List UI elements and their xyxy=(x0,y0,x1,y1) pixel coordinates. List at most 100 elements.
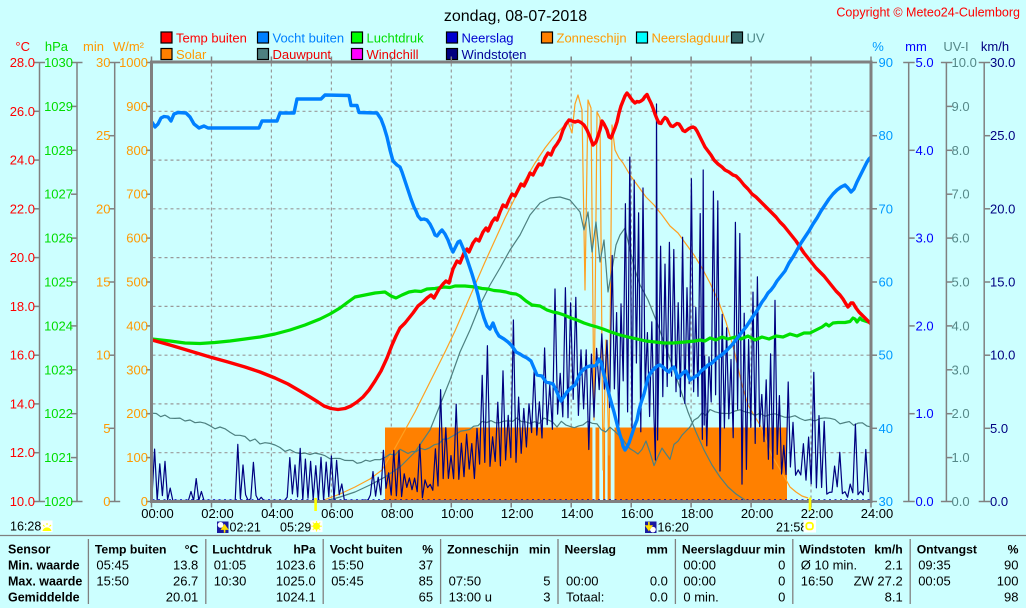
svg-text:16:28: 16:28 xyxy=(10,520,41,534)
svg-text:18:00: 18:00 xyxy=(681,506,714,521)
svg-text:10.0: 10.0 xyxy=(990,348,1015,363)
svg-text:30: 30 xyxy=(96,55,110,70)
svg-text:Windstoten: Windstoten xyxy=(799,543,865,557)
svg-text:1027: 1027 xyxy=(44,187,73,202)
svg-text:28.0: 28.0 xyxy=(10,55,35,70)
svg-text:1026: 1026 xyxy=(44,231,73,246)
svg-text:10.0: 10.0 xyxy=(952,55,977,70)
svg-text:00:00: 00:00 xyxy=(141,506,174,521)
svg-text:hPa: hPa xyxy=(45,39,69,54)
svg-text:10:00: 10:00 xyxy=(441,506,474,521)
svg-text:600: 600 xyxy=(126,231,148,246)
svg-text:Dauwpunt: Dauwpunt xyxy=(273,47,332,62)
svg-text:5: 5 xyxy=(103,421,110,436)
svg-text:4.0: 4.0 xyxy=(916,143,934,158)
svg-text:22:00: 22:00 xyxy=(801,506,834,521)
svg-text:00:05: 00:05 xyxy=(918,574,951,589)
svg-text:UV-I: UV-I xyxy=(943,39,968,54)
svg-text:5.0: 5.0 xyxy=(916,55,934,70)
svg-text:26.7: 26.7 xyxy=(173,574,198,589)
svg-text:0: 0 xyxy=(141,494,148,509)
svg-text:100: 100 xyxy=(126,450,148,465)
svg-text:16:50: 16:50 xyxy=(801,574,834,589)
svg-text:16.0: 16.0 xyxy=(10,348,35,363)
svg-text:8.0: 8.0 xyxy=(952,143,970,158)
svg-text:4.0: 4.0 xyxy=(952,318,970,333)
svg-text:km/h: km/h xyxy=(981,39,1009,54)
svg-text:01:05: 01:05 xyxy=(214,558,247,573)
svg-text:100: 100 xyxy=(997,574,1019,589)
svg-text:06:00: 06:00 xyxy=(321,506,354,521)
svg-text:1020: 1020 xyxy=(44,494,73,509)
svg-text:13.8: 13.8 xyxy=(173,558,198,573)
svg-text:14.0: 14.0 xyxy=(10,396,35,411)
svg-text:zondag, 08-07-2018: zondag, 08-07-2018 xyxy=(444,8,587,25)
svg-text:Totaal:: Totaal: xyxy=(566,590,604,605)
svg-text:500: 500 xyxy=(126,275,148,290)
svg-text:2.0: 2.0 xyxy=(952,406,970,421)
svg-text:3.0: 3.0 xyxy=(952,362,970,377)
svg-text:60: 60 xyxy=(879,275,893,290)
svg-text:W/m²: W/m² xyxy=(113,39,145,54)
svg-text:22.0: 22.0 xyxy=(10,201,35,216)
svg-text:8.1: 8.1 xyxy=(885,590,903,605)
svg-text:%: % xyxy=(422,543,433,557)
svg-text:Max. waarde: Max. waarde xyxy=(8,575,82,589)
svg-text:1.0: 1.0 xyxy=(952,450,970,465)
svg-text:3: 3 xyxy=(543,590,550,605)
svg-text:15:50: 15:50 xyxy=(331,558,364,573)
svg-text:0: 0 xyxy=(103,494,110,509)
svg-text:300: 300 xyxy=(126,362,148,377)
svg-text:20.01: 20.01 xyxy=(166,590,199,605)
svg-text:65: 65 xyxy=(419,590,433,605)
svg-text:2.0: 2.0 xyxy=(916,318,934,333)
svg-text:40: 40 xyxy=(879,421,893,436)
svg-text:1028: 1028 xyxy=(44,143,73,158)
svg-text:Min. waarde: Min. waarde xyxy=(8,559,80,573)
svg-text:Solar: Solar xyxy=(176,47,207,62)
svg-text:0.0: 0.0 xyxy=(952,494,970,509)
svg-text:20.0: 20.0 xyxy=(990,201,1015,216)
svg-text:900: 900 xyxy=(126,99,148,114)
svg-text:1023: 1023 xyxy=(44,362,73,377)
svg-text:°C: °C xyxy=(15,39,30,54)
svg-text:0.0: 0.0 xyxy=(916,494,934,509)
svg-text:5: 5 xyxy=(543,574,550,589)
svg-text:08:00: 08:00 xyxy=(381,506,414,521)
svg-text:26.0: 26.0 xyxy=(10,104,35,119)
svg-text:20: 20 xyxy=(96,201,110,216)
svg-text:15.0: 15.0 xyxy=(990,275,1015,290)
svg-text:18.0: 18.0 xyxy=(10,299,35,314)
svg-text:1024.1: 1024.1 xyxy=(276,590,316,605)
svg-text:16:00: 16:00 xyxy=(621,506,654,521)
svg-text:3.0: 3.0 xyxy=(916,231,934,246)
svg-text:0: 0 xyxy=(778,558,785,573)
svg-text:15:50: 15:50 xyxy=(96,574,129,589)
svg-text:24:00: 24:00 xyxy=(861,506,894,521)
svg-text:1024: 1024 xyxy=(44,318,73,333)
svg-text:1029: 1029 xyxy=(44,99,73,114)
svg-text:Zonneschijn: Zonneschijn xyxy=(557,31,627,46)
svg-text:mm: mm xyxy=(646,543,668,557)
svg-text:Windstoten: Windstoten xyxy=(462,47,527,62)
svg-text:04:00: 04:00 xyxy=(261,506,294,521)
svg-text:Neerslagduur: Neerslagduur xyxy=(652,31,731,46)
svg-text:07:50: 07:50 xyxy=(449,574,482,589)
svg-text:min: min xyxy=(764,543,786,557)
svg-text:Sensor: Sensor xyxy=(8,543,51,557)
svg-text:00:00: 00:00 xyxy=(683,558,716,573)
svg-text:02:00: 02:00 xyxy=(201,506,234,521)
svg-text:°C: °C xyxy=(185,543,199,557)
svg-text:5.0: 5.0 xyxy=(990,421,1008,436)
svg-text:Neerslagduur: Neerslagduur xyxy=(682,543,761,557)
svg-text:UV: UV xyxy=(747,31,765,46)
svg-text:1030: 1030 xyxy=(44,55,73,70)
svg-text:700: 700 xyxy=(126,187,148,202)
svg-text:24.0: 24.0 xyxy=(10,153,35,168)
svg-text:%: % xyxy=(1008,543,1019,557)
svg-text:30: 30 xyxy=(879,494,893,509)
svg-text:Zonneschijn: Zonneschijn xyxy=(447,543,519,557)
svg-text:85: 85 xyxy=(419,574,433,589)
svg-text:Temp buiten: Temp buiten xyxy=(176,31,247,46)
svg-text:Luchtdruk: Luchtdruk xyxy=(212,543,272,557)
